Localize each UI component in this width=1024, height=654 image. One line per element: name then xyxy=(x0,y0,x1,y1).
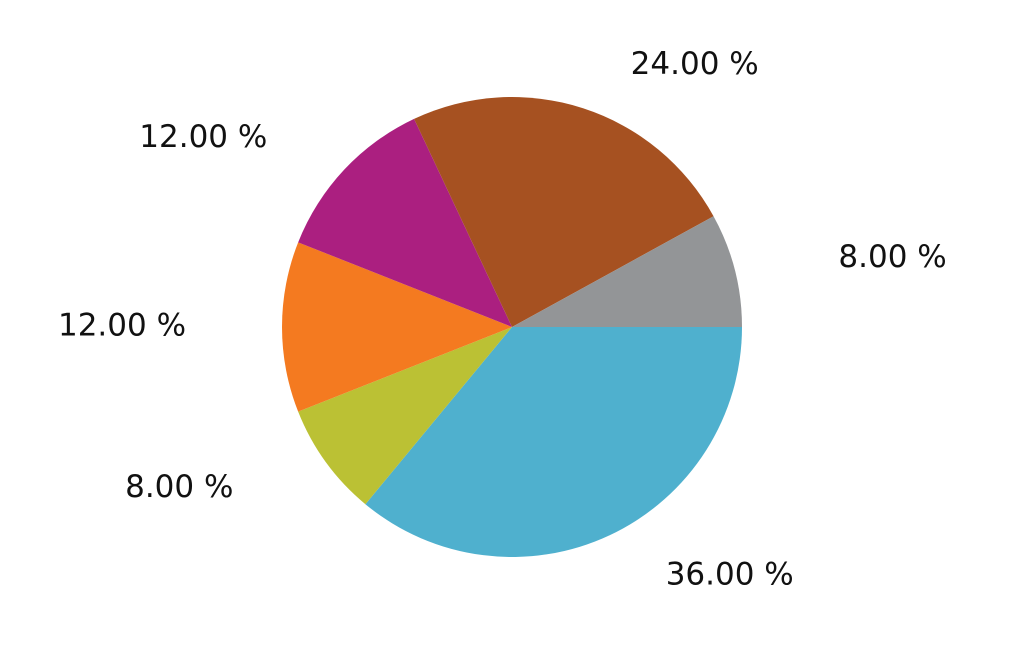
pie-slice xyxy=(298,327,512,505)
data-label: 12.00 % xyxy=(58,308,186,344)
pie-slice xyxy=(512,216,742,327)
pie-slice xyxy=(365,327,742,557)
data-label: 8.00 % xyxy=(125,469,233,505)
data-label: 24.00 % xyxy=(631,46,759,82)
pie-slice xyxy=(282,242,512,412)
data-label: 36.00 % xyxy=(666,556,794,592)
data-label: 8.00 % xyxy=(838,239,946,275)
pie-slice xyxy=(298,118,512,328)
pie-slice xyxy=(414,97,714,327)
data-label: 12.00 % xyxy=(139,119,267,155)
